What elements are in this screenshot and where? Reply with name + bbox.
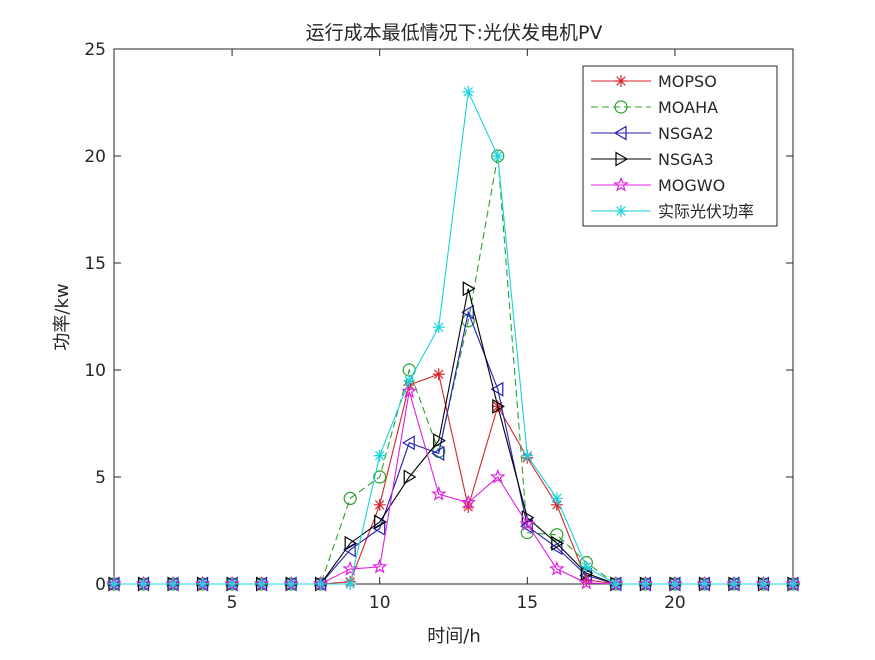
data-point bbox=[698, 578, 711, 590]
legend-marker bbox=[614, 100, 628, 114]
y-tick-label: 25 bbox=[84, 40, 106, 60]
data-point bbox=[373, 498, 386, 511]
data-point bbox=[578, 574, 595, 590]
legend-marker bbox=[615, 205, 627, 217]
legend-item: MOGWO bbox=[591, 176, 725, 195]
y-tick-label: 0 bbox=[95, 575, 106, 595]
series-5 bbox=[108, 85, 799, 590]
data-point bbox=[343, 491, 357, 505]
data-point bbox=[609, 578, 622, 590]
legend-label: MOPSO bbox=[658, 72, 717, 91]
x-tick-label: 5 bbox=[227, 593, 238, 613]
data-point bbox=[226, 578, 239, 590]
legend-marker bbox=[615, 151, 629, 167]
legend-label: MOAHA bbox=[658, 98, 718, 117]
data-point bbox=[371, 558, 388, 574]
legend-label: NSGA2 bbox=[658, 124, 714, 143]
data-point bbox=[491, 150, 504, 162]
legend-item: NSGA3 bbox=[591, 150, 714, 169]
data-point bbox=[548, 560, 565, 576]
x-tick-label: 10 bbox=[369, 593, 391, 613]
data-point bbox=[373, 449, 386, 462]
x-tick-label: 20 bbox=[664, 593, 686, 613]
data-point bbox=[521, 510, 535, 526]
legend-label: MOGWO bbox=[658, 176, 725, 195]
data-point bbox=[432, 321, 445, 334]
data-point bbox=[108, 578, 120, 590]
legend-box bbox=[582, 65, 778, 227]
data-point bbox=[373, 470, 387, 484]
data-point bbox=[787, 578, 799, 590]
data-point bbox=[402, 435, 415, 451]
legend-marker bbox=[613, 125, 627, 141]
data-point bbox=[314, 578, 327, 590]
y-tick-label: 5 bbox=[95, 468, 106, 488]
legend-item: MOAHA bbox=[591, 98, 718, 117]
data-point bbox=[196, 578, 209, 590]
data-point bbox=[489, 468, 506, 484]
legend-label: NSGA3 bbox=[658, 150, 714, 169]
x-tick-label: 15 bbox=[516, 593, 538, 613]
y-tick-label: 15 bbox=[84, 254, 106, 274]
data-point bbox=[757, 578, 770, 590]
legend-marker bbox=[615, 75, 627, 87]
data-point bbox=[550, 528, 564, 542]
data-point bbox=[167, 578, 180, 590]
data-point bbox=[344, 578, 357, 590]
data-point bbox=[490, 381, 504, 397]
data-point bbox=[344, 535, 358, 551]
y-tick-label: 20 bbox=[84, 147, 106, 167]
data-point bbox=[462, 500, 475, 513]
data-point bbox=[639, 578, 652, 590]
data-point bbox=[462, 85, 475, 98]
y-axis-label: 功率/kw bbox=[52, 283, 73, 350]
data-point bbox=[580, 560, 593, 573]
data-point bbox=[401, 383, 418, 399]
data-point bbox=[521, 449, 534, 462]
legend-item: NSGA2 bbox=[591, 124, 714, 143]
data-point bbox=[551, 535, 565, 551]
legend-item: 实际光伏功率 bbox=[591, 202, 754, 221]
data-point bbox=[431, 445, 445, 462]
chart-title: 运行成本最低情况下:光伏发电机PV bbox=[306, 22, 603, 44]
data-point bbox=[255, 578, 268, 590]
data-point bbox=[492, 398, 505, 414]
data-point bbox=[727, 578, 740, 590]
data-point bbox=[462, 281, 476, 297]
legend-item: MOPSO bbox=[591, 72, 717, 91]
data-point bbox=[550, 498, 563, 511]
data-point bbox=[668, 578, 681, 590]
data-point bbox=[461, 304, 474, 320]
data-point bbox=[285, 578, 298, 590]
y-tick-label: 10 bbox=[84, 361, 106, 381]
series-layer bbox=[106, 85, 801, 592]
data-point bbox=[403, 469, 417, 485]
data-point bbox=[137, 578, 150, 590]
data-point bbox=[519, 515, 536, 531]
data-point bbox=[432, 368, 445, 381]
data-point bbox=[430, 485, 447, 501]
data-point bbox=[460, 494, 477, 510]
data-point bbox=[549, 540, 563, 556]
x-axis-label: 时间/h bbox=[427, 626, 480, 647]
data-point bbox=[580, 573, 593, 586]
legend-marker bbox=[613, 176, 629, 192]
data-point bbox=[374, 514, 387, 530]
legend-label: 实际光伏功率 bbox=[658, 202, 754, 221]
data-point bbox=[403, 374, 416, 387]
data-point bbox=[550, 492, 563, 505]
data-point bbox=[342, 560, 359, 576]
legend: MOPSO MOAHA NSGA2 NSGA3 MOGWO 实际光伏功率 bbox=[582, 65, 778, 227]
data-point bbox=[433, 433, 446, 449]
